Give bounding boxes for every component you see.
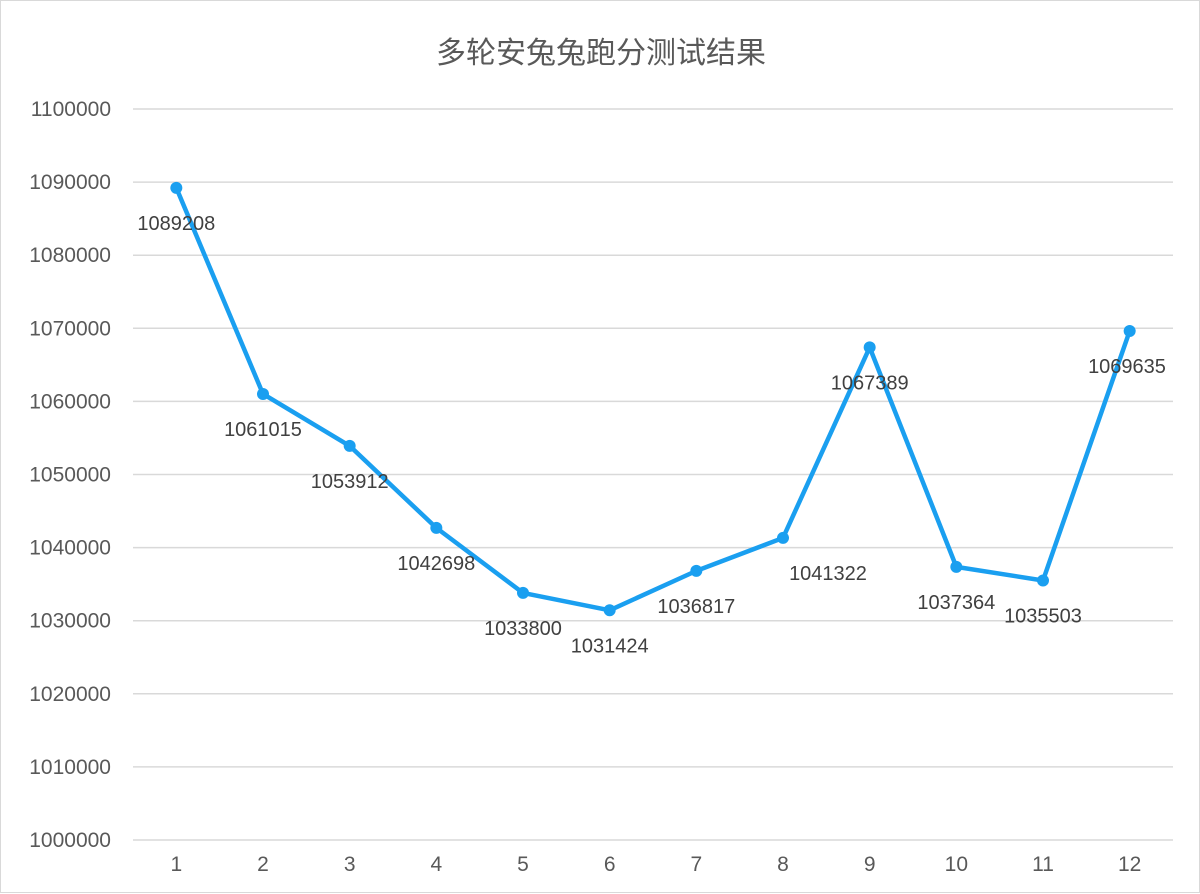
data-point	[1123, 324, 1136, 337]
data-point	[777, 531, 789, 544]
y-tick-label: 1090000	[29, 171, 111, 194]
series-points	[170, 181, 1136, 617]
data-label: 1067389	[831, 372, 909, 394]
data-point	[950, 560, 963, 573]
data-label: 1089208	[137, 213, 215, 235]
x-tick-label: 2	[257, 853, 269, 876]
chart-title: 多轮安兔兔跑分测试结果	[436, 36, 766, 71]
y-tick-label: 1010000	[29, 756, 111, 779]
y-tick-label: 1020000	[29, 683, 111, 706]
x-tick-label: 3	[344, 853, 356, 876]
series-line	[174, 185, 1132, 613]
data-point	[257, 387, 269, 400]
y-tick-label: 1030000	[29, 610, 111, 633]
series-polyline	[174, 185, 1132, 613]
data-label: 1042698	[397, 553, 475, 575]
y-axis-ticks: 1000000 1010000 1020000 1030000 1040000 10500…	[29, 98, 111, 852]
y-tick-label: 1040000	[29, 537, 111, 560]
data-point	[343, 439, 356, 452]
x-tick-label: 10	[945, 853, 968, 876]
x-tick-label: 12	[1118, 853, 1141, 876]
x-tick-label: 11	[1032, 853, 1054, 876]
data-point	[430, 521, 443, 534]
data-label: 1041322	[789, 563, 867, 585]
x-tick-label: 1	[170, 853, 182, 876]
data-label: 1061015	[224, 419, 302, 441]
y-tick-label: 1100000	[31, 98, 111, 121]
data-point	[1037, 574, 1049, 587]
data-labels: 1089208 1061015 1053912 1042698 1033800 10314…	[137, 213, 1166, 657]
data-point	[517, 586, 529, 599]
y-tick-label: 1000000	[29, 829, 111, 852]
x-tick-label: 8	[777, 853, 789, 876]
y-tick-label: 1060000	[29, 390, 111, 413]
data-point	[170, 181, 183, 194]
data-point	[690, 564, 703, 577]
x-axis-ticks: 1 2 3 4 5 6 7 8 9 10 11 12	[170, 853, 1141, 876]
x-tick-label: 7	[690, 853, 702, 876]
data-point	[603, 604, 616, 617]
data-label: 1069635	[1088, 356, 1166, 378]
x-tick-label: 4	[430, 853, 442, 876]
data-label: 1036817	[657, 596, 735, 618]
data-label: 1037364	[917, 592, 995, 614]
x-tick-label: 9	[864, 853, 876, 876]
data-label: 1031424	[571, 635, 649, 657]
y-tick-label: 1070000	[29, 317, 111, 340]
x-tick-label: 5	[517, 853, 529, 876]
data-label: 1035503	[1004, 605, 1082, 627]
y-tick-label: 1050000	[29, 464, 111, 487]
gridlines	[133, 108, 1173, 841]
x-tick-label: 6	[604, 853, 616, 876]
y-tick-label: 1080000	[29, 244, 111, 267]
data-label: 1053912	[311, 471, 389, 493]
data-label: 1033800	[484, 618, 562, 640]
data-point	[863, 341, 876, 354]
